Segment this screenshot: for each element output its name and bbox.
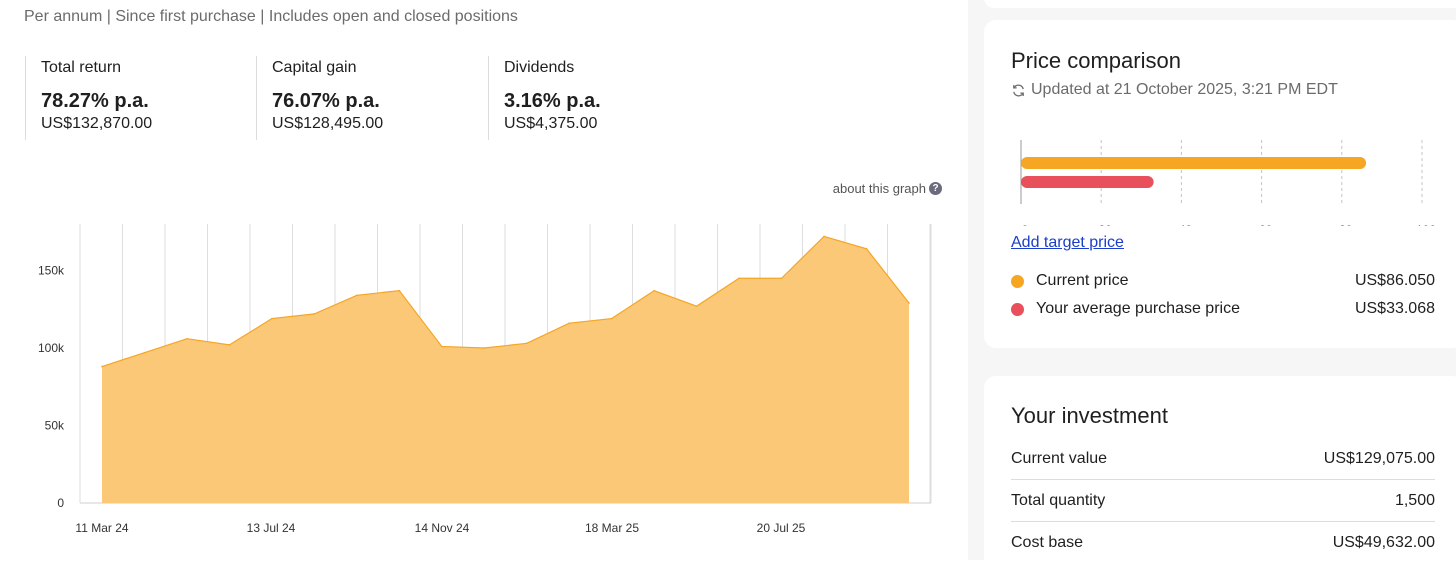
stat-value: 3.16% p.a.	[504, 90, 601, 112]
price-chart-tick-label: 0	[1022, 223, 1029, 226]
legend-current-price: Current price US$86.050	[1011, 272, 1435, 290]
legend-value: US$33.068	[1354, 300, 1435, 317]
refresh-icon[interactable]	[1011, 83, 1026, 98]
investment-title: Your investment	[1011, 403, 1168, 428]
chart-data-point	[228, 344, 231, 346]
stat-amount: US$4,375.00	[504, 115, 598, 132]
chart-data-point	[483, 347, 486, 349]
price-chart-tick-label: 100	[1416, 223, 1436, 226]
chart-data-point	[101, 365, 103, 368]
chart-y-tick-label: 50k	[45, 419, 65, 433]
help-icon[interactable]: ?	[929, 182, 942, 195]
price-comparison-card: Price comparison Updated at 21 October 2…	[984, 20, 1456, 348]
chart-data-point	[568, 322, 571, 324]
row-value: US$49,632.00	[1332, 534, 1435, 551]
row-label: Current value	[1011, 450, 1108, 467]
chart-y-tick-label: 150k	[38, 264, 65, 278]
performance-panel: Per annum | Since first purchase | Inclu…	[24, 8, 942, 535]
price-chart-tick-label: 60	[1259, 223, 1273, 226]
performance-subtitle: Per annum | Since first purchase | Inclu…	[24, 8, 518, 25]
price-comparison-chart: 0 20 40 60 80 100	[1020, 140, 1436, 226]
chart-data-point	[440, 345, 443, 348]
chart-y-tick-label: 100k	[38, 341, 65, 355]
price-chart-tick-label: 80	[1339, 223, 1353, 226]
chart-data-point	[695, 305, 698, 307]
chart-x-tick-label: 11 Mar 24	[75, 521, 128, 535]
investment-row-total-quantity: Total quantity 1,500	[1011, 492, 1435, 522]
stat-amount: US$132,870.00	[41, 115, 153, 132]
about-graph-link[interactable]: about this graph ?	[833, 181, 942, 196]
chart-data-point	[356, 294, 358, 297]
chart-data-point	[186, 337, 188, 340]
price-bar	[1021, 176, 1154, 188]
chart-data-point	[313, 313, 316, 315]
chart-data-point	[823, 235, 825, 238]
chart-data-point	[610, 317, 613, 320]
row-value: 1,500	[1394, 492, 1435, 509]
stat-dividends: Dividends 3.16% p.a. US$4,375.00	[488, 56, 601, 140]
legend-label: Current price	[1036, 272, 1129, 289]
price-chart-tick-label: 40	[1179, 223, 1193, 226]
investment-row-current-value: Current value US$129,075.00	[1011, 450, 1435, 480]
price-comparison-title: Price comparison	[1011, 48, 1181, 73]
chart-y-tick-label: 0	[57, 496, 64, 510]
price-chart-tick-label: 20	[1099, 223, 1113, 226]
row-value: US$129,075.00	[1323, 450, 1435, 467]
legend-dot-average	[1011, 302, 1024, 316]
legend-label: Your average purchase price	[1036, 300, 1240, 317]
chart-data-point	[908, 302, 910, 304]
legend-dot-current	[1011, 274, 1024, 288]
stat-label: Dividends	[504, 59, 575, 76]
chart-area-fill	[102, 236, 909, 503]
price-bar	[1021, 157, 1367, 169]
add-target-price-link[interactable]: Add target price	[1011, 234, 1124, 251]
returns-area-chart: 0 50k 100k 150k 11 Mar 24 13 Jul 24 14 Nov 24 1…	[38, 224, 932, 535]
about-graph-label: about this graph	[832, 181, 926, 196]
chart-series-line	[101, 235, 910, 368]
stat-value: 78.27% p.a.	[41, 90, 149, 112]
chart-x-tick-label: 18 Mar 25	[585, 521, 639, 535]
row-label: Total quantity	[1011, 492, 1106, 509]
updated-text: Updated at 21 October 2025, 3:21 PM EDT	[1031, 81, 1338, 98]
chart-data-point	[143, 351, 146, 354]
stat-label: Capital gain	[272, 59, 357, 76]
chart-data-point	[398, 289, 401, 292]
stat-label: Total return	[41, 59, 122, 76]
previous-card	[984, 0, 1456, 8]
chart-data-point	[653, 289, 655, 292]
chart-x-tick-label: 14 Nov 24	[415, 521, 470, 535]
investment-row-cost-base: Cost base US$49,632.00	[1011, 534, 1435, 563]
stat-capital-gain: Capital gain 76.07% p.a. US$128,495.00	[256, 56, 383, 140]
chart-data-point	[271, 317, 273, 320]
chart-data-point	[780, 277, 783, 280]
stat-value: 76.07% p.a.	[272, 90, 380, 112]
chart-x-tick-label: 20 Jul 25	[757, 521, 806, 535]
chart-x-tick-label: 13 Jul 24	[247, 521, 296, 535]
legend-value: US$86.050	[1354, 272, 1435, 289]
row-label: Cost base	[1011, 534, 1084, 551]
legend-average-price: Your average purchase price US$33.068	[1011, 300, 1435, 318]
stat-total-return: Total return 78.27% p.a. US$132,870.00	[25, 56, 152, 140]
updated-timestamp: Updated at 21 October 2025, 3:21 PM EDT	[1011, 81, 1338, 99]
chart-data-point	[738, 277, 740, 280]
chart-data-point	[865, 248, 868, 250]
stat-amount: US$128,495.00	[272, 115, 384, 132]
chart-data-point	[525, 342, 528, 345]
investment-card: Your investment Current value US$129,075…	[984, 376, 1456, 576]
